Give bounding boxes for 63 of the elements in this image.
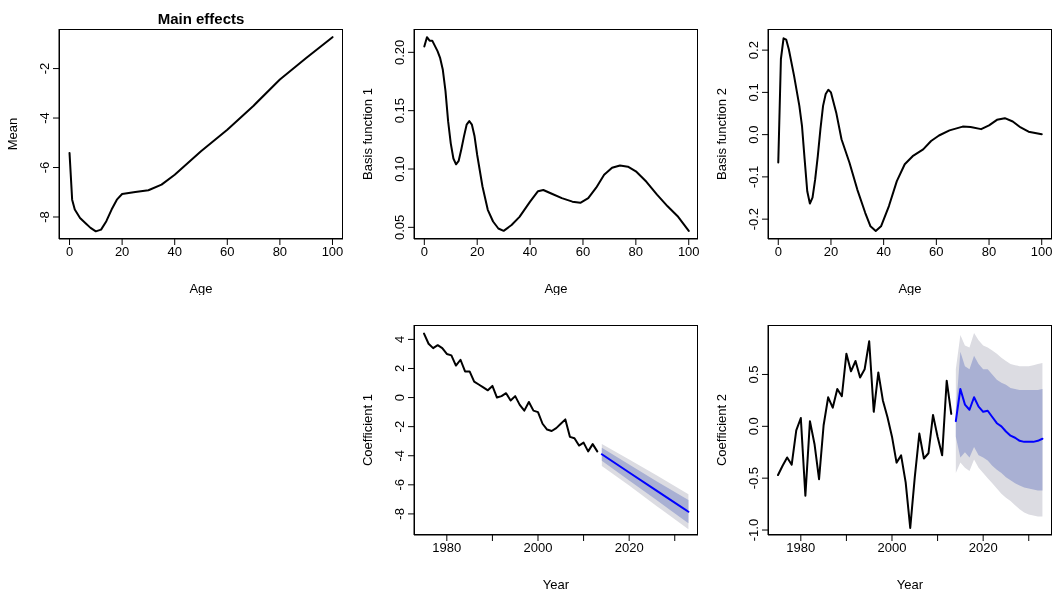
y-tick-label: 0.2 — [746, 41, 761, 60]
y-tick-label: -2 — [391, 420, 407, 433]
y-tick-label: -0.1 — [746, 165, 761, 189]
y-tick-label: 0.10 — [391, 156, 407, 182]
x-tick-label: 60 — [575, 244, 590, 260]
y-tick-label: -2 — [37, 62, 52, 75]
x-tick-label: 80 — [628, 244, 643, 260]
y-tick-label: -4 — [391, 449, 407, 462]
y-tick-label: -0.2 — [746, 207, 761, 231]
y-tick-label: -6 — [391, 479, 407, 491]
x-tick-label: 1980 — [786, 540, 816, 556]
x-axis-title: Year — [896, 577, 924, 590]
y-axis-title: Basis function 2 — [713, 88, 729, 180]
y-tick-label: 0.0 — [746, 125, 761, 144]
y-tick-label: -8 — [37, 211, 52, 223]
x-tick-label: 40 — [167, 244, 182, 260]
x-axis-title: Age — [189, 281, 213, 296]
x-tick-label: 2000 — [523, 540, 552, 556]
x-axis-title: Age — [543, 281, 568, 296]
y-tick-label: 4 — [391, 335, 407, 344]
line-series — [422, 332, 598, 453]
line-series — [600, 453, 689, 513]
y-tick-label: 0 — [391, 393, 407, 402]
x-tick-label: 20 — [469, 244, 484, 260]
x-tick-label: 80 — [272, 244, 288, 260]
x-tick-label: 0 — [774, 244, 782, 260]
x-tick-label: 1980 — [431, 540, 461, 556]
y-axis-title: Coefficient 1 — [359, 393, 375, 467]
y-tick-label: -1.0 — [746, 518, 761, 542]
y-tick-label: 0.20 — [391, 39, 407, 65]
y-tick-label: -4 — [37, 112, 52, 124]
x-tick-label: 40 — [876, 244, 891, 260]
x-tick-label: 100 — [1030, 244, 1053, 260]
x-axis-title: Year — [542, 577, 570, 590]
y-axis-title: Coefficient 2 — [713, 393, 729, 467]
x-tick-label: 40 — [522, 244, 537, 260]
chart-title: Main effects — [156, 10, 246, 27]
x-tick-label: 20 — [823, 244, 839, 260]
y-tick-label: 0.1 — [746, 83, 761, 102]
x-tick-label: 0 — [65, 244, 74, 260]
x-tick-label: 80 — [981, 244, 997, 260]
y-tick-label: 0.15 — [391, 98, 407, 124]
x-tick-label: 20 — [114, 244, 130, 260]
y-tick-label: 2 — [391, 364, 407, 373]
y-axis-title: Mean — [4, 117, 20, 151]
x-tick-label: 100 — [677, 244, 700, 260]
y-tick-label: 0.0 — [746, 417, 761, 436]
y-tick-label: -0.5 — [746, 466, 761, 490]
y-tick-label: 0.5 — [746, 365, 761, 384]
y-tick-label: -8 — [391, 508, 407, 520]
x-tick-label: 2020 — [614, 540, 644, 556]
x-tick-label: 60 — [929, 244, 944, 260]
x-tick-label: 100 — [321, 244, 344, 260]
x-tick-label: 2020 — [968, 540, 998, 556]
y-tick-label: -6 — [37, 161, 52, 174]
line-series — [777, 340, 953, 529]
y-axis-title: Basis function 1 — [359, 88, 375, 180]
x-tick-label: 0 — [420, 244, 428, 260]
x-tick-label: 2000 — [877, 540, 907, 556]
x-axis-title: Age — [898, 281, 922, 296]
x-tick-label: 60 — [220, 244, 235, 260]
y-tick-label: 0.05 — [391, 214, 407, 240]
line-series — [954, 387, 1044, 443]
